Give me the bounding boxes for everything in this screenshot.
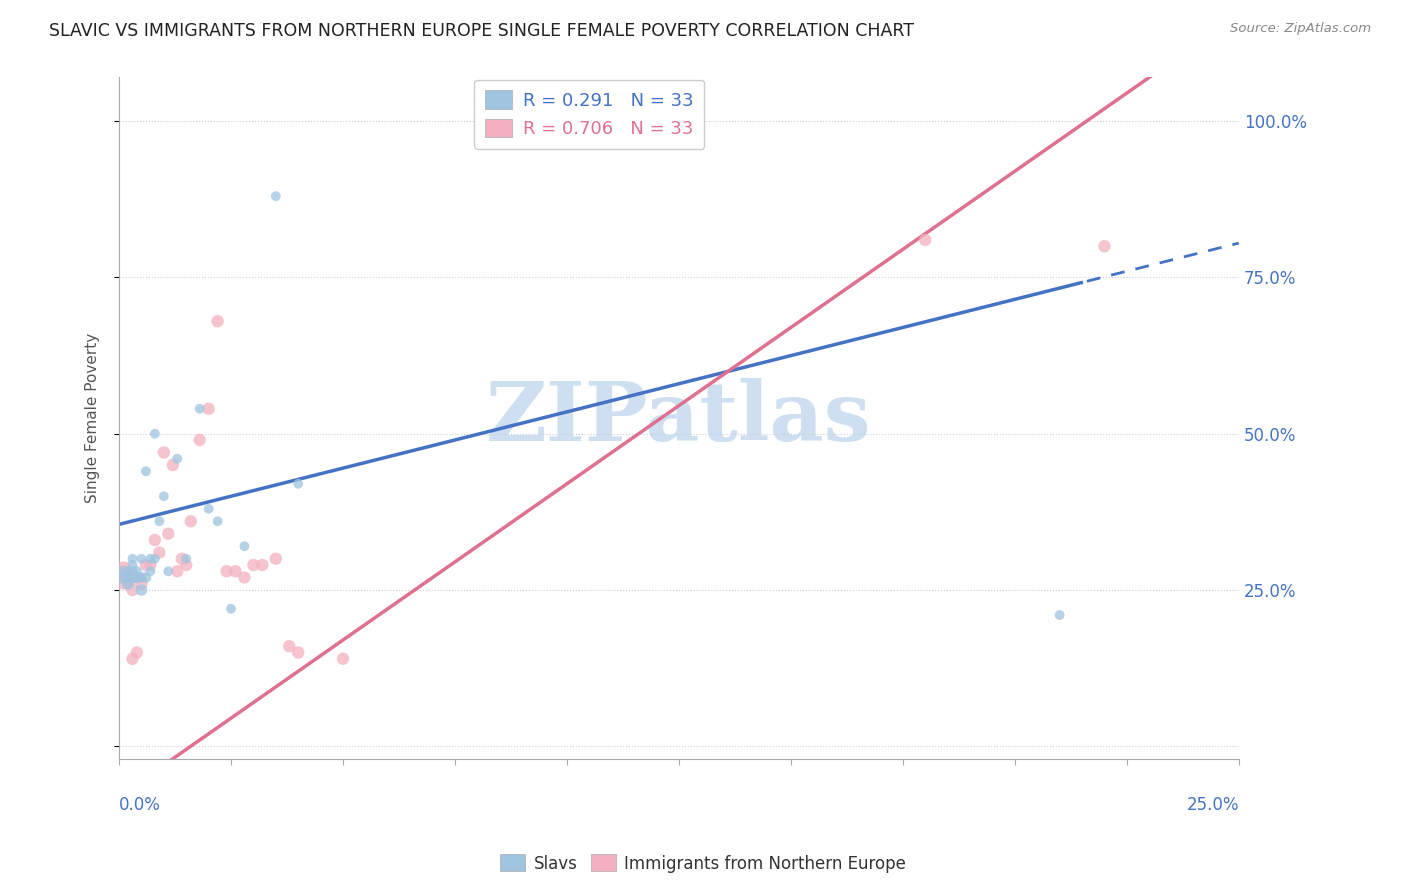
Point [207,514,229,528]
Point [278,640,301,654]
Point [1049,607,1071,622]
Point [224,564,246,578]
Point [162,458,184,472]
Point [264,189,287,203]
Point [139,564,162,578]
Point [121,582,143,597]
Point [219,601,242,615]
Point [117,570,139,584]
Point [242,558,264,572]
Point [125,570,148,584]
Point [125,646,148,660]
Point [188,401,211,416]
Point [170,551,193,566]
Point [188,433,211,447]
Point [121,551,143,566]
Text: Source: ZipAtlas.com: Source: ZipAtlas.com [1230,22,1371,36]
Point [117,576,139,591]
Text: 25.0%: 25.0% [1187,797,1239,814]
Text: 0.0%: 0.0% [120,797,160,814]
Point [166,564,188,578]
Point [117,570,139,584]
Point [125,564,148,578]
Point [252,558,274,572]
Point [157,526,180,541]
Text: ZIPatlas: ZIPatlas [486,378,872,458]
Point [112,570,135,584]
Point [135,570,157,584]
Point [914,233,936,247]
Point [264,551,287,566]
Point [332,652,354,666]
Point [135,464,157,478]
Text: SLAVIC VS IMMIGRANTS FROM NORTHERN EUROPE SINGLE FEMALE POVERTY CORRELATION CHAR: SLAVIC VS IMMIGRANTS FROM NORTHERN EUROP… [49,22,914,40]
Point [197,501,219,516]
Point [112,570,135,584]
Point [139,558,162,572]
Point [121,570,143,584]
Point [143,551,166,566]
Point [131,582,153,597]
Point [233,570,256,584]
Point [131,570,153,584]
Point [153,489,176,503]
Point [125,570,148,584]
Point [143,533,166,547]
Point [287,476,309,491]
Point [121,652,143,666]
Point [174,558,197,572]
Point [180,514,202,528]
Point [112,564,135,578]
Point [207,314,229,328]
Point [153,445,176,459]
Point [233,539,256,553]
Point [148,545,170,559]
Point [215,564,238,578]
Point [148,514,170,528]
Point [131,576,153,591]
Point [139,551,162,566]
Point [166,451,188,466]
Point [143,426,166,441]
Point [1092,239,1115,253]
Point [157,564,180,578]
Point [287,646,309,660]
Point [131,551,153,566]
Point [121,558,143,572]
Point [117,564,139,578]
Y-axis label: Single Female Poverty: Single Female Poverty [86,333,100,503]
Point [174,551,197,566]
Point [135,558,157,572]
Point [112,564,135,578]
Point [121,564,143,578]
Legend: R = 0.291   N = 33, R = 0.706   N = 33: R = 0.291 N = 33, R = 0.706 N = 33 [474,79,704,149]
Point [197,401,219,416]
Legend: Slavs, Immigrants from Northern Europe: Slavs, Immigrants from Northern Europe [494,847,912,880]
